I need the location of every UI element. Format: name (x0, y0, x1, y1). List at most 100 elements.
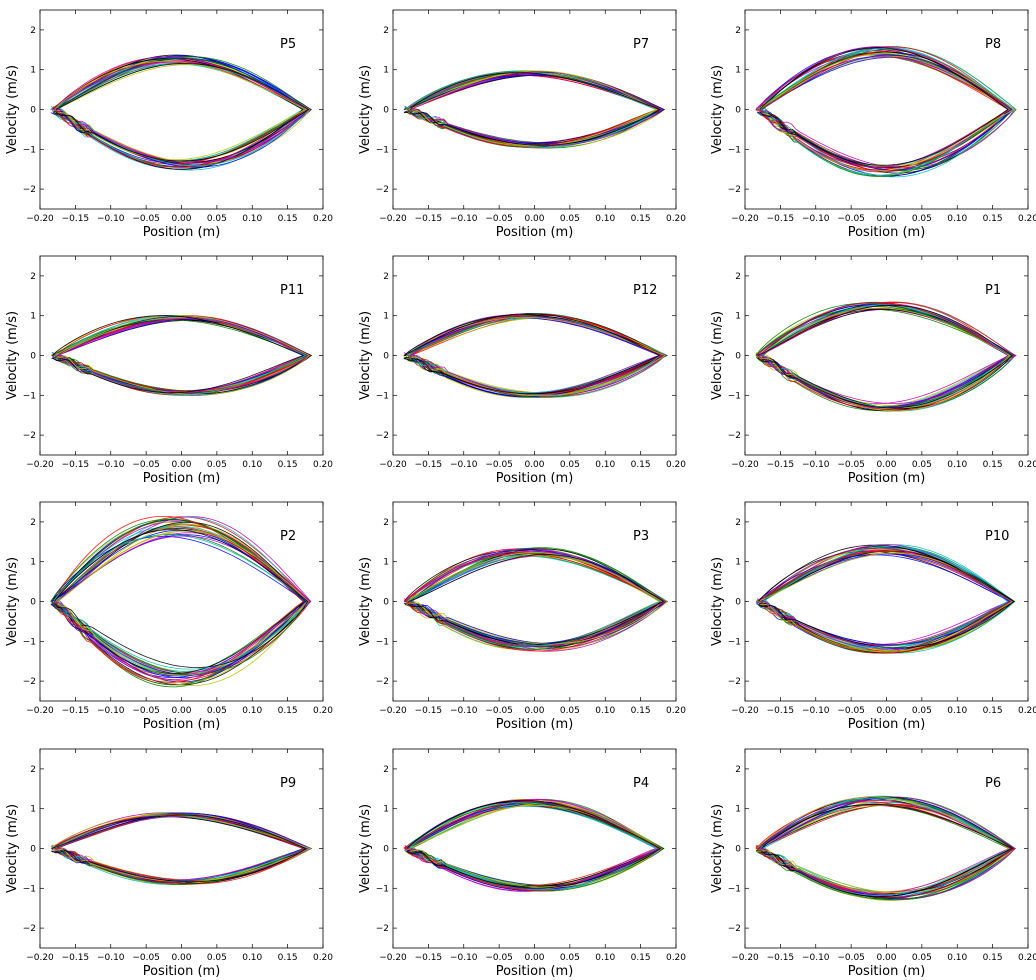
trajectory-line (50, 814, 312, 882)
trajectory-line (756, 796, 1010, 893)
panel-p3: −0.20 −0.15 −0.10 −0.05 0.00 0.05 0.10 0.15 0.20… (358, 501, 686, 732)
trajectory-line (408, 70, 658, 147)
x-tick-label: −0.05 (132, 953, 160, 963)
x-tick-label: 0.20 (1018, 460, 1036, 470)
y-tick-label: −2 (23, 185, 36, 195)
trajectories (50, 314, 313, 396)
x-tick-label: 0.20 (666, 706, 686, 716)
x-tick-label: 0.20 (1018, 214, 1036, 224)
x-axis-label: Position (m) (496, 225, 574, 240)
y-tick-label: 2 (383, 26, 389, 36)
y-tick-label: −1 (376, 391, 389, 401)
trajectory-line (757, 304, 1013, 409)
x-tick-label: −0.05 (485, 953, 513, 963)
y-tick-label: −2 (376, 677, 389, 687)
x-tick-label: −0.20 (379, 706, 407, 716)
trajectory-line (410, 549, 664, 645)
panel-p4: −0.20 −0.15 −0.10 −0.05 0.00 0.05 0.10 0.15 0.20… (358, 748, 686, 979)
y-tick-label: 0 (735, 598, 741, 608)
y-tick-label: 1 (30, 66, 36, 76)
y-tick-label: −1 (728, 637, 741, 647)
x-tick-label: −0.15 (767, 706, 795, 716)
y-axis-label: Velocity (m/s) (5, 311, 20, 400)
x-tick-label: 0.05 (207, 214, 227, 224)
trajectories (403, 313, 669, 398)
panel-p5: −0.20 −0.15 −0.10 −0.05 0.00 0.05 0.10 0.15 0.20… (5, 9, 333, 240)
y-axis-label: Velocity (m/s) (710, 65, 725, 154)
plot-area (744, 501, 1029, 702)
x-tick-label: 0.10 (595, 214, 615, 224)
x-tick-label: 0.15 (631, 706, 651, 716)
panel-p11: −0.20 −0.15 −0.10 −0.05 0.00 0.05 0.10 0.15 0.20… (5, 255, 333, 486)
x-tick-label: 0.05 (207, 706, 227, 716)
trajectories (755, 544, 1016, 654)
y-axis-label: Velocity (m/s) (358, 311, 373, 400)
x-axis-label: Position (m) (143, 717, 221, 732)
trajectory-line (759, 799, 1011, 894)
y-tick-label: −2 (376, 185, 389, 195)
y-tick-label: 2 (735, 272, 741, 282)
trajectory-line (54, 60, 308, 161)
x-tick-label: −0.10 (97, 953, 125, 963)
trajectory-line (759, 304, 1012, 408)
x-tick-label: −0.10 (97, 706, 125, 716)
trajectory-line (756, 796, 1016, 899)
x-tick-label: 0.10 (242, 706, 262, 716)
y-tick-label: 0 (735, 106, 741, 116)
y-axis-label: Velocity (m/s) (710, 311, 725, 400)
x-tick-label: −0.05 (837, 460, 865, 470)
x-tick-label: −0.20 (26, 706, 54, 716)
trajectory-line (404, 550, 666, 648)
trajectory-line (57, 530, 310, 676)
x-tick-label: −0.15 (415, 953, 443, 963)
panel-title: P8 (985, 37, 1001, 52)
trajectory-line (404, 313, 661, 394)
y-tick-label: −2 (728, 677, 741, 687)
y-axis-label: Velocity (m/s) (5, 65, 20, 154)
x-tick-label: 0.05 (912, 214, 932, 224)
x-tick-label: 0.00 (524, 214, 544, 224)
x-axis-label: Position (m) (848, 225, 926, 240)
x-axis-label: Position (m) (143, 225, 221, 240)
x-tick-label: 0.15 (278, 460, 298, 470)
trajectory-line (762, 546, 1009, 649)
plot-area (392, 748, 677, 949)
x-axis-label: Position (m) (496, 717, 574, 732)
x-tick-label: 0.10 (947, 953, 967, 963)
x-tick-label: 0.20 (1018, 706, 1036, 716)
x-tick-label: 0.05 (560, 706, 580, 716)
x-tick-label: −0.15 (62, 953, 90, 963)
x-tick-label: 0.05 (912, 460, 932, 470)
x-tick-label: −0.10 (450, 460, 478, 470)
x-tick-label: 0.15 (278, 953, 298, 963)
x-tick-label: −0.10 (802, 460, 830, 470)
panel-title: P4 (633, 776, 649, 791)
trajectory-line (758, 544, 1015, 649)
x-tick-label: −0.05 (485, 706, 513, 716)
plot-area (392, 255, 677, 456)
x-tick-label: 0.20 (313, 706, 333, 716)
y-tick-label: 1 (30, 558, 36, 568)
trajectory-line (410, 316, 664, 396)
panel-p7: −0.20 −0.15 −0.10 −0.05 0.00 0.05 0.10 0.15 0.20… (358, 9, 686, 240)
x-tick-label: −0.15 (415, 460, 443, 470)
x-axis-label: Position (m) (496, 964, 574, 979)
y-tick-label: 1 (735, 805, 741, 815)
x-tick-label: 0.00 (524, 953, 544, 963)
y-tick-label: 2 (383, 518, 389, 528)
y-tick-label: −2 (728, 185, 741, 195)
trajectory-line (55, 315, 311, 392)
x-tick-label: 0.20 (313, 460, 333, 470)
trajectory-line (759, 52, 1016, 172)
x-tick-label: −0.15 (62, 706, 90, 716)
x-tick-label: 0.00 (171, 953, 191, 963)
trajectories (50, 54, 312, 171)
x-tick-label: 0.20 (1018, 953, 1036, 963)
y-tick-label: 0 (30, 845, 36, 855)
x-tick-label: 0.15 (983, 460, 1003, 470)
y-tick-label: 1 (383, 805, 389, 815)
trajectory-line (758, 304, 1010, 409)
trajectory-line (410, 71, 664, 147)
x-tick-label: −0.20 (379, 953, 407, 963)
